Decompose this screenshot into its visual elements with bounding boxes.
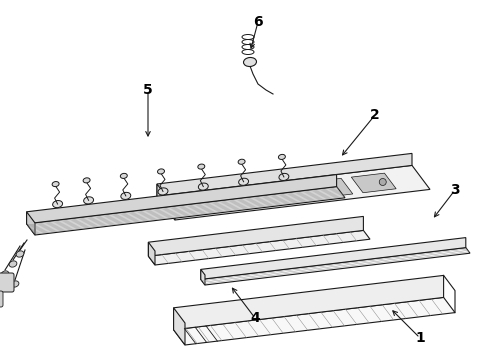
Polygon shape [173, 297, 455, 345]
Polygon shape [308, 178, 353, 198]
Text: 6: 6 [253, 15, 263, 29]
Polygon shape [173, 275, 443, 330]
Circle shape [239, 195, 246, 202]
Ellipse shape [83, 178, 90, 183]
Ellipse shape [121, 192, 131, 199]
Polygon shape [26, 212, 35, 235]
Ellipse shape [238, 159, 245, 164]
Polygon shape [201, 248, 470, 285]
Ellipse shape [11, 281, 19, 287]
Polygon shape [148, 216, 364, 256]
Ellipse shape [158, 188, 168, 195]
Polygon shape [201, 269, 205, 285]
Polygon shape [148, 230, 370, 265]
Polygon shape [201, 238, 466, 279]
Circle shape [379, 179, 386, 185]
Ellipse shape [1, 271, 9, 277]
Ellipse shape [9, 261, 17, 267]
Ellipse shape [16, 251, 24, 257]
Polygon shape [351, 173, 396, 193]
FancyBboxPatch shape [0, 273, 14, 292]
Polygon shape [148, 242, 155, 265]
Ellipse shape [244, 58, 256, 67]
Text: 2: 2 [370, 108, 380, 122]
Ellipse shape [279, 174, 289, 180]
Ellipse shape [52, 181, 59, 186]
Text: 5: 5 [143, 83, 153, 97]
Text: 3: 3 [450, 183, 460, 197]
Polygon shape [157, 184, 175, 220]
Text: 1: 1 [415, 331, 425, 345]
Ellipse shape [84, 197, 94, 204]
Polygon shape [157, 165, 430, 220]
Polygon shape [173, 308, 185, 345]
Polygon shape [265, 184, 310, 203]
Ellipse shape [239, 178, 248, 185]
Ellipse shape [52, 201, 63, 208]
Ellipse shape [198, 164, 205, 169]
Text: 4: 4 [250, 311, 260, 325]
Polygon shape [26, 175, 337, 224]
Polygon shape [26, 186, 345, 235]
FancyBboxPatch shape [0, 291, 3, 307]
Ellipse shape [121, 174, 127, 179]
Polygon shape [157, 153, 412, 196]
Ellipse shape [198, 183, 208, 190]
Circle shape [316, 186, 322, 193]
Polygon shape [180, 194, 225, 213]
Ellipse shape [157, 169, 165, 174]
Polygon shape [221, 189, 266, 208]
Ellipse shape [278, 154, 285, 159]
